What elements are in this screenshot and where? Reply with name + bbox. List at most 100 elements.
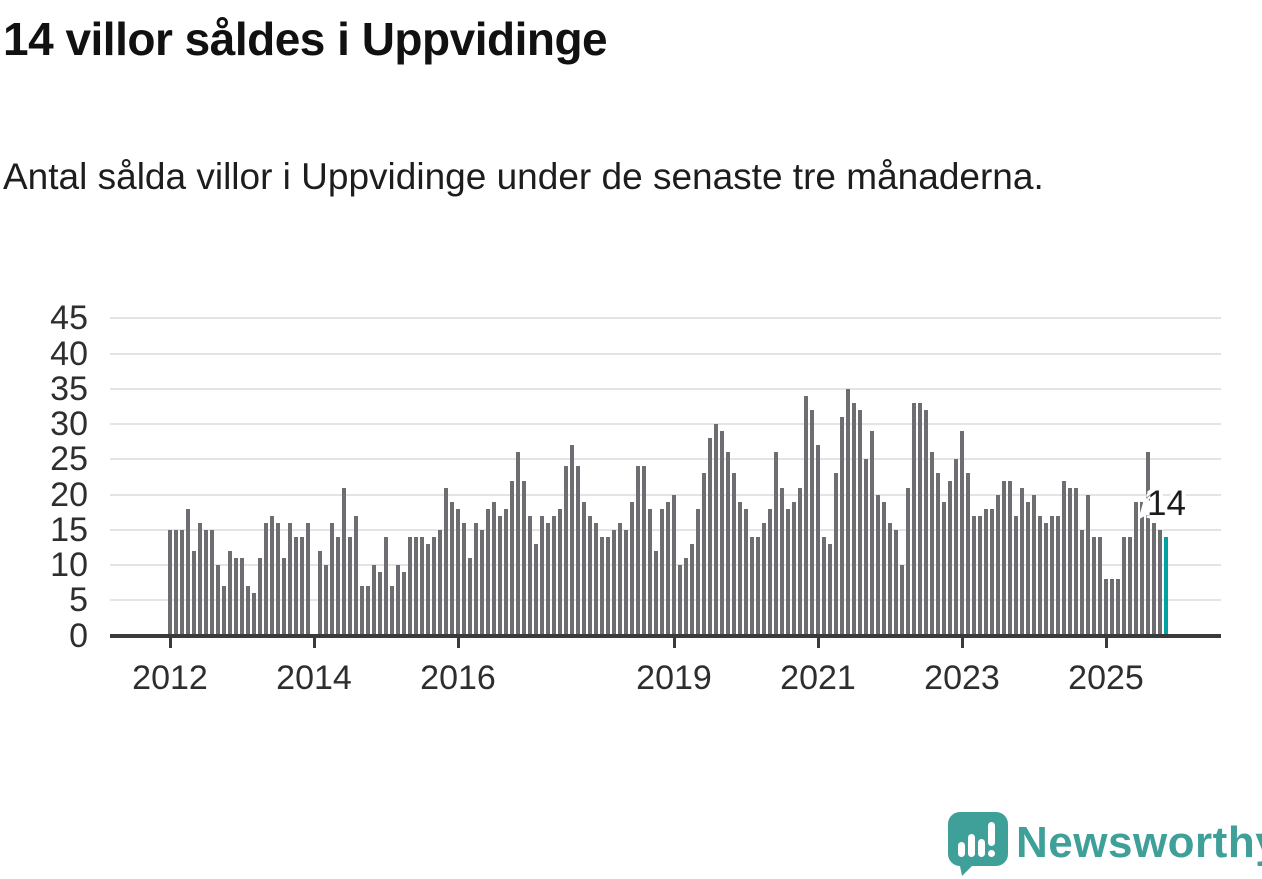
bar	[599, 536, 605, 636]
bar	[1157, 529, 1163, 636]
x-axis-tick	[672, 637, 676, 648]
bar	[731, 473, 737, 636]
bar	[737, 501, 743, 636]
bar	[863, 459, 869, 636]
bar	[875, 494, 881, 636]
bar	[527, 515, 533, 636]
bar	[215, 565, 221, 636]
bar	[257, 558, 263, 636]
bar	[659, 508, 665, 636]
bar	[515, 452, 521, 636]
bar	[899, 565, 905, 636]
bar	[989, 508, 995, 636]
bar	[425, 543, 431, 636]
gridline	[110, 423, 1221, 426]
bar	[1043, 522, 1049, 636]
bar	[329, 522, 335, 636]
bar	[1013, 515, 1019, 636]
bar	[683, 558, 689, 636]
bar	[887, 522, 893, 636]
bar	[689, 543, 695, 636]
bar	[647, 508, 653, 636]
bar	[347, 536, 353, 636]
bar	[593, 522, 599, 636]
bar	[695, 508, 701, 636]
bar	[245, 586, 251, 636]
bar	[263, 522, 269, 636]
bar	[533, 543, 539, 636]
bar	[965, 473, 971, 636]
y-axis-tick-label: 10	[50, 546, 88, 585]
x-axis-tick-label: 2016	[420, 659, 496, 697]
bar	[395, 565, 401, 636]
bar	[587, 515, 593, 636]
bar	[275, 522, 281, 636]
gridline	[110, 458, 1221, 461]
bar	[227, 550, 233, 636]
bar	[413, 536, 419, 636]
bar	[881, 501, 887, 636]
bar	[305, 522, 311, 636]
bar	[491, 501, 497, 636]
gridline	[110, 387, 1221, 390]
bar	[581, 501, 587, 636]
bar	[551, 515, 557, 636]
x-axis-tick	[168, 637, 172, 648]
bar	[455, 508, 461, 636]
bar	[785, 508, 791, 636]
x-axis-tick-label: 2025	[1068, 659, 1144, 697]
bar	[983, 508, 989, 636]
gridline	[110, 599, 1221, 602]
bar	[557, 508, 563, 636]
y-axis-tick-label: 20	[50, 475, 88, 514]
bar	[197, 522, 203, 636]
highlighted-bar	[1163, 536, 1169, 636]
x-axis-tick	[960, 637, 964, 648]
bar	[617, 522, 623, 636]
bar	[665, 501, 671, 636]
bar	[221, 586, 227, 636]
bar	[1019, 487, 1025, 636]
bar	[401, 572, 407, 636]
bar	[1079, 529, 1085, 636]
bar	[623, 529, 629, 636]
gridline	[110, 564, 1221, 567]
bar	[977, 515, 983, 636]
bar	[845, 388, 851, 636]
newsworthy-speech-bubble-chart-icon	[948, 812, 1008, 876]
bar	[791, 501, 797, 636]
bar	[1121, 536, 1127, 636]
chart-subtitle: Antal sålda villor i Uppvidinge under de…	[3, 156, 1044, 197]
bar	[1127, 536, 1133, 636]
bar	[359, 586, 365, 636]
bar	[269, 515, 275, 636]
bar	[839, 417, 845, 636]
bar	[1085, 494, 1091, 636]
bar	[947, 480, 953, 636]
page-title: 14 villor såldes i Uppvidinge	[3, 13, 608, 65]
y-axis-tick-label: 40	[50, 334, 88, 373]
bar	[743, 508, 749, 636]
bar	[1061, 480, 1067, 636]
bar	[545, 522, 551, 636]
bar	[1067, 487, 1073, 636]
y-axis-tick-label: 25	[50, 440, 88, 479]
bar	[815, 445, 821, 636]
bar	[671, 494, 677, 636]
bar	[383, 536, 389, 636]
bar	[341, 487, 347, 636]
bar	[953, 459, 959, 636]
bar	[191, 550, 197, 636]
bar	[797, 487, 803, 636]
y-axis-tick-label: 0	[69, 616, 88, 655]
gridline	[110, 352, 1221, 355]
bar	[821, 536, 827, 636]
x-axis-tick-label: 2012	[132, 659, 208, 697]
x-axis-tick-label: 2019	[636, 659, 712, 697]
bar	[461, 522, 467, 636]
bar	[629, 501, 635, 636]
x-axis-tick-label: 2021	[780, 659, 856, 697]
bar	[995, 494, 1001, 636]
bar	[1025, 501, 1031, 636]
bar	[749, 536, 755, 636]
